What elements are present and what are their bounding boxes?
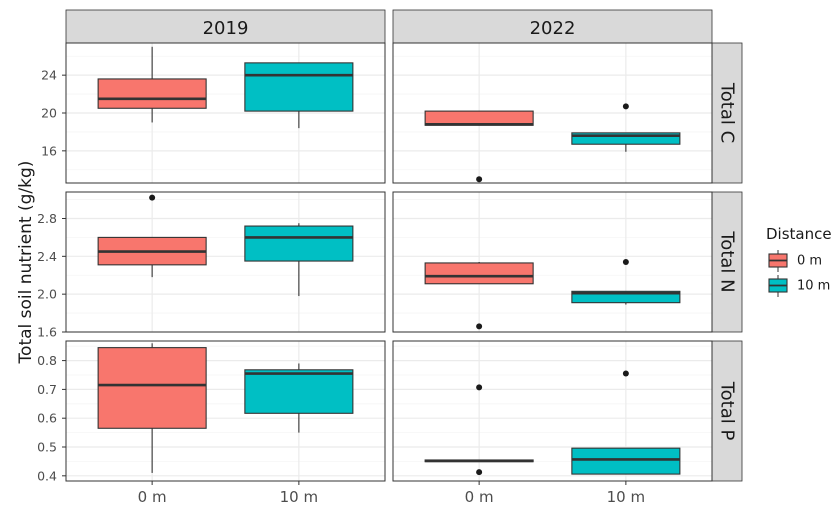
panel-border [65, 42, 386, 184]
facet-strip-total-p [711, 340, 743, 482]
y-tick-label: 2.4 [37, 249, 57, 264]
facet-label-total-n: Total N [717, 230, 738, 292]
y-tick-label: 2.8 [37, 211, 57, 226]
x-tick-label: 10 m [280, 488, 318, 506]
facet-strip-total-c [711, 42, 743, 184]
legend-label: 0 m [797, 254, 822, 269]
y-tick-label: 0.8 [37, 353, 57, 368]
y-tick-label: 20 [41, 106, 57, 121]
y-tick-label: 16 [41, 143, 57, 158]
box-10m [571, 132, 681, 145]
y-tick-label: 0.4 [37, 468, 57, 483]
panel-border [392, 340, 713, 482]
outlier-point [622, 259, 629, 265]
facet-label-2022: 2022 [530, 18, 576, 39]
outlier-point [476, 384, 483, 391]
outlier-point [622, 370, 629, 377]
legend-title: Distance [766, 225, 832, 243]
panel-border [392, 42, 713, 184]
facet-label-total-c: Total C [717, 82, 738, 143]
facet-strip-total-n [711, 191, 743, 333]
outlier-point [476, 323, 483, 330]
y-tick-label: 0.7 [37, 382, 57, 397]
outlier-point [622, 103, 629, 110]
panel-border [65, 191, 386, 333]
facet-label-total-p: Total P [717, 381, 738, 441]
facet-label-2019: 2019 [203, 18, 249, 39]
box-10m [244, 225, 354, 262]
box-10m [571, 447, 681, 475]
x-tick-label: 0 m [465, 488, 494, 506]
y-tick-label: 0.6 [37, 411, 57, 426]
x-tick-label: 0 m [138, 488, 167, 506]
y-tick-label: 2.0 [37, 287, 57, 302]
box-0m [97, 78, 207, 109]
y-tick-label: 24 [41, 68, 57, 83]
outlier-point [149, 194, 156, 201]
y-tick-label: 1.6 [37, 325, 57, 340]
y-tick-label: 0.5 [37, 440, 57, 455]
outlier-point [476, 176, 483, 183]
box-10m [244, 62, 354, 112]
facet-strip-2019 [65, 9, 386, 44]
facet-strip-2022 [392, 9, 713, 44]
box-0m [424, 262, 534, 285]
panel-border [392, 191, 713, 333]
outlier-point [476, 469, 483, 476]
panel-background [393, 192, 712, 332]
box-10m [244, 369, 354, 414]
box-0m [97, 347, 207, 429]
x-tick-label: 10 m [607, 488, 645, 506]
panel-border [65, 340, 386, 482]
y-axis-title: Total soil nutrient (g/kg) [16, 161, 36, 365]
box-10m [571, 290, 681, 304]
legend-label: 10 m [797, 279, 830, 294]
